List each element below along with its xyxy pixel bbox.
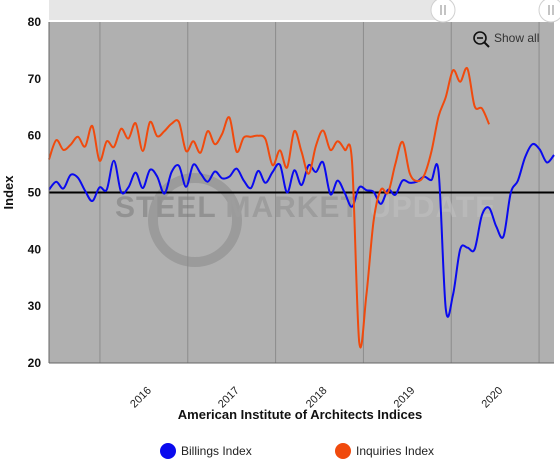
zoom-out-icon-handle [483,41,490,48]
y-axis-title: Index [1,175,16,210]
show-all-button[interactable]: Show all [473,31,539,48]
y-tick-label: 80 [28,15,42,29]
watermark-logo-ring [148,173,242,267]
zoom-out-icon [473,31,487,45]
series-line-inquiries [48,66,491,349]
x-tick-label: 2016 [128,385,154,411]
y-tick-label: 40 [28,242,42,256]
y-tick-label: 20 [28,356,42,370]
legend-marker-billings[interactable] [160,443,176,459]
chart-title: American Institute of Architects Indices [178,407,422,422]
y-tick-label: 50 [28,186,42,200]
navigator-handle-left[interactable] [430,0,456,23]
legend-marker-inquiries[interactable] [335,443,351,459]
y-tick-label: 60 [28,129,42,143]
series-line-billings [48,142,555,318]
x-tick-label: 2020 [479,385,505,411]
watermark-text: STEEL MARKET UPDATE [115,191,496,224]
legend-label-billings[interactable]: Billings Index [181,444,252,458]
navigator-handle-right[interactable] [538,0,560,23]
watermark: STEEL MARKET UPDATE [115,173,496,267]
y-tick-label: 30 [28,299,42,313]
show-all-label[interactable]: Show all [494,31,539,45]
navigator-range[interactable] [443,0,560,20]
legend-label-inquiries[interactable]: Inquiries Index [356,444,434,458]
y-tick-label: 70 [28,72,42,86]
